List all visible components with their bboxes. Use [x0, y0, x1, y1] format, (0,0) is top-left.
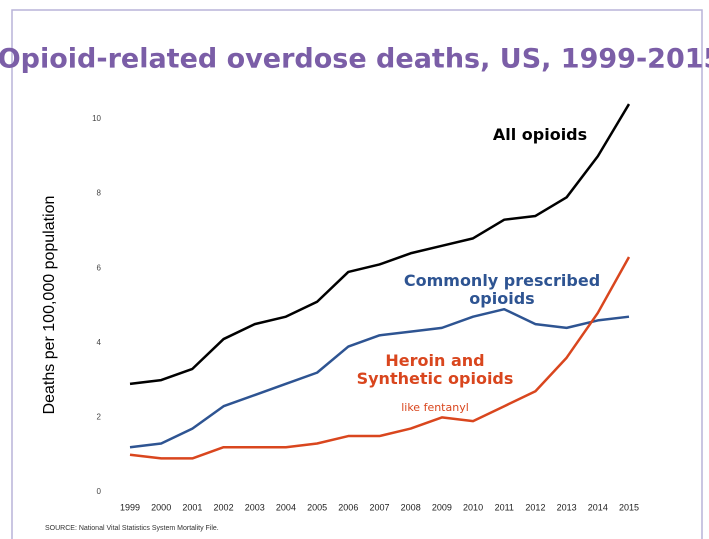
y-tick-label: 6 [97, 263, 102, 272]
slide-frame [11, 9, 703, 539]
x-tick-label: 2013 [557, 502, 577, 512]
y-tick-label: 8 [97, 189, 102, 198]
x-tick-label: 2001 [182, 502, 202, 512]
y-tick-label: 10 [92, 114, 101, 123]
series-line [129, 103, 631, 386]
x-tick-label: 2011 [495, 502, 514, 512]
annotation: like fentanyl [401, 401, 469, 414]
source-note: SOURCE: National Vital Statistics System… [45, 525, 219, 532]
x-tick-label: 2010 [463, 502, 483, 512]
series-label: Commonly prescribed opioids [403, 271, 601, 309]
chart-title: Opioid-related overdose deaths, US, 1999… [0, 44, 709, 75]
x-tick-label: 2000 [151, 502, 171, 512]
x-tick-label: 2002 [214, 502, 234, 512]
y-tick-label: 0 [97, 487, 102, 496]
x-tick-label: 2012 [525, 502, 545, 512]
x-tick-label: 2006 [338, 502, 358, 512]
series-label: All opioids [492, 125, 588, 144]
x-tick-label: 1999 [120, 502, 140, 512]
y-axis-label: Deaths per 100,000 population [41, 196, 58, 415]
x-tick-label: 2004 [276, 502, 296, 512]
x-tick-label: 2007 [369, 502, 389, 512]
series-label: Heroin and Synthetic opioids [356, 351, 514, 389]
x-tick-label: 2009 [432, 502, 452, 512]
series-line [129, 307, 630, 449]
x-tick-label: 2008 [401, 502, 421, 512]
x-tick-label: 2015 [619, 502, 639, 512]
x-tick-label: 2005 [307, 502, 327, 512]
x-tick-label: 2003 [245, 502, 265, 512]
y-tick-label: 4 [97, 338, 102, 347]
series-line [129, 256, 631, 460]
y-tick-label: 2 [97, 413, 102, 422]
x-tick-label: 2014 [588, 502, 608, 512]
